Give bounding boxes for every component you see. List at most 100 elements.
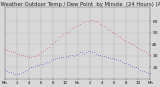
- Point: [50, 44, 53, 45]
- Point: [4, 48, 6, 50]
- Point: [125, 62, 127, 63]
- Point: [10, 51, 12, 52]
- Point: [28, 56, 31, 58]
- Point: [62, 33, 65, 35]
- Point: [64, 32, 67, 33]
- Point: [84, 52, 87, 53]
- Point: [105, 26, 107, 28]
- Point: [48, 46, 51, 47]
- Point: [105, 56, 107, 58]
- Point: [121, 38, 123, 39]
- Point: [64, 56, 67, 58]
- Point: [20, 54, 22, 55]
- Point: [99, 23, 101, 24]
- Point: [38, 53, 41, 54]
- Point: [133, 67, 135, 68]
- Point: [149, 54, 152, 55]
- Point: [18, 74, 20, 75]
- Point: [30, 56, 32, 58]
- Point: [40, 63, 43, 65]
- Point: [129, 42, 131, 44]
- Point: [8, 71, 10, 73]
- Point: [12, 52, 14, 53]
- Point: [26, 55, 28, 57]
- Point: [103, 25, 105, 27]
- Point: [125, 40, 127, 42]
- Point: [115, 59, 117, 60]
- Point: [70, 27, 73, 29]
- Point: [74, 54, 77, 55]
- Point: [111, 31, 113, 32]
- Point: [111, 57, 113, 59]
- Point: [86, 21, 89, 22]
- Point: [6, 70, 8, 72]
- Point: [92, 21, 95, 22]
- Point: [143, 70, 145, 72]
- Point: [58, 37, 61, 38]
- Point: [100, 24, 103, 25]
- Point: [109, 57, 111, 59]
- Point: [40, 52, 43, 53]
- Point: [117, 36, 119, 37]
- Point: [88, 19, 91, 21]
- Point: [84, 21, 87, 22]
- Point: [99, 54, 101, 55]
- Point: [109, 30, 111, 31]
- Point: [16, 74, 18, 75]
- Point: [95, 21, 97, 22]
- Point: [56, 57, 59, 59]
- Point: [44, 62, 47, 63]
- Point: [44, 49, 47, 51]
- Point: [107, 56, 109, 58]
- Point: [113, 32, 115, 33]
- Point: [42, 63, 45, 65]
- Point: [95, 53, 97, 54]
- Point: [147, 72, 149, 74]
- Point: [119, 60, 121, 61]
- Point: [62, 56, 65, 58]
- Point: [80, 22, 83, 23]
- Point: [18, 53, 20, 54]
- Point: [90, 52, 93, 53]
- Point: [115, 33, 117, 35]
- Point: [139, 48, 141, 50]
- Point: [48, 61, 51, 62]
- Point: [88, 51, 91, 52]
- Point: [121, 61, 123, 62]
- Point: [34, 55, 36, 57]
- Point: [141, 70, 143, 72]
- Point: [60, 36, 63, 37]
- Point: [119, 37, 121, 38]
- Point: [82, 22, 85, 23]
- Point: [103, 55, 105, 57]
- Point: [80, 52, 83, 53]
- Point: [66, 31, 69, 32]
- Point: [32, 55, 35, 57]
- Point: [36, 54, 39, 55]
- Point: [74, 25, 77, 27]
- Point: [78, 23, 81, 24]
- Point: [22, 71, 24, 73]
- Point: [72, 26, 75, 28]
- Point: [46, 47, 49, 48]
- Point: [42, 51, 45, 52]
- Point: [16, 53, 18, 54]
- Point: [36, 64, 39, 66]
- Point: [123, 39, 125, 40]
- Point: [54, 40, 57, 42]
- Point: [24, 55, 26, 57]
- Point: [107, 29, 109, 30]
- Point: [24, 70, 26, 72]
- Point: [68, 30, 71, 31]
- Point: [32, 67, 35, 68]
- Point: [149, 72, 152, 74]
- Point: [20, 72, 22, 74]
- Point: [34, 66, 36, 67]
- Point: [8, 51, 10, 52]
- Point: [139, 69, 141, 70]
- Point: [68, 54, 71, 55]
- Point: [131, 44, 133, 45]
- Point: [54, 59, 57, 60]
- Point: [56, 39, 59, 40]
- Point: [70, 54, 73, 55]
